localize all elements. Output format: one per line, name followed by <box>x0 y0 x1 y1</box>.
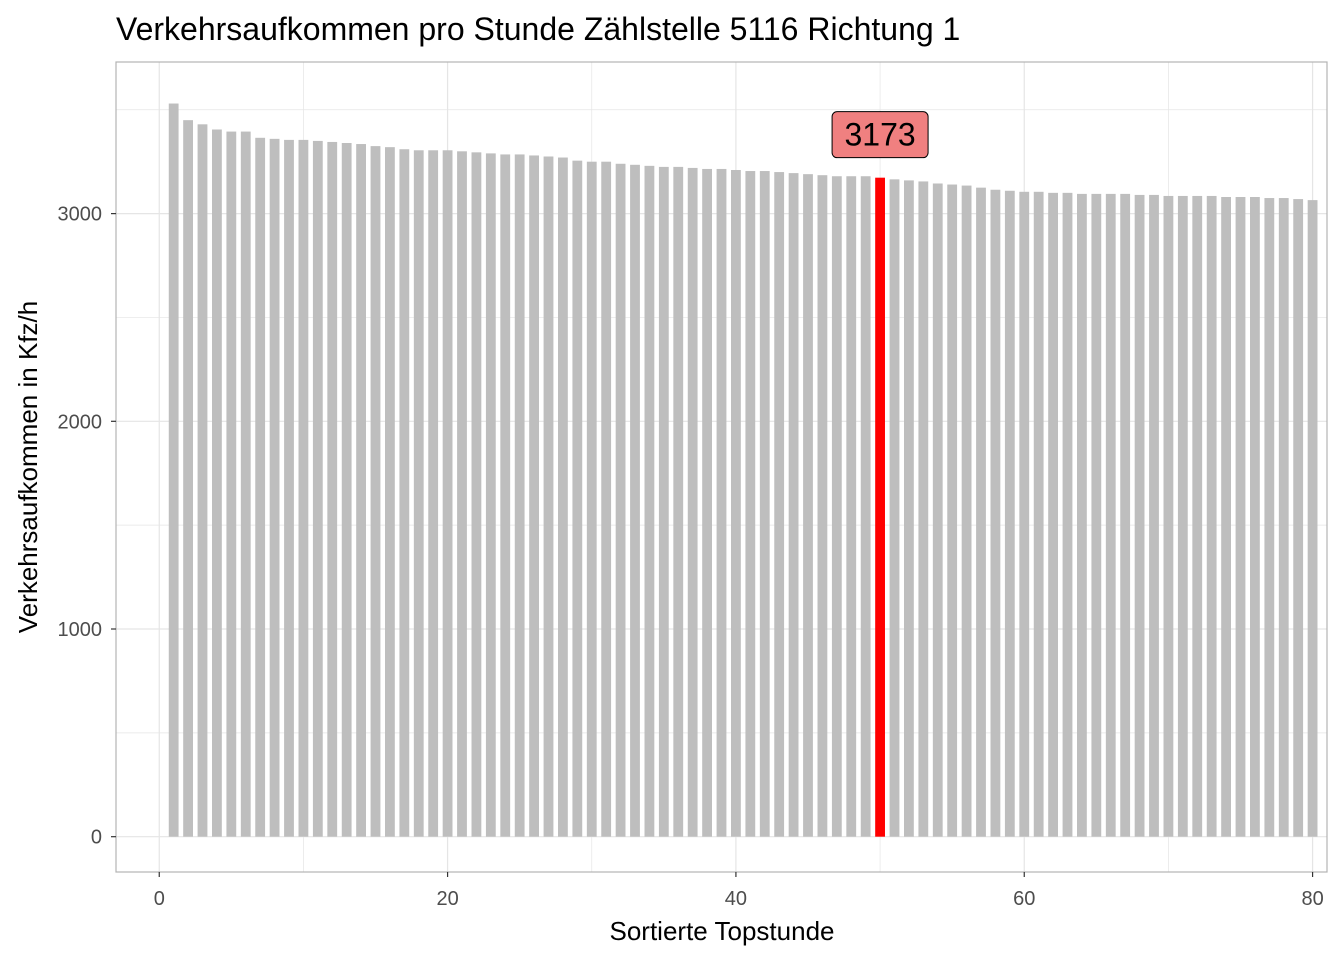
bar <box>312 140 323 837</box>
bar <box>586 161 597 837</box>
bars <box>168 103 1318 837</box>
bar <box>904 180 914 837</box>
bar <box>1134 194 1145 837</box>
bar <box>197 124 208 837</box>
bar <box>284 139 294 837</box>
bar <box>1091 193 1102 837</box>
bar <box>716 168 727 837</box>
bar <box>370 146 381 837</box>
bar <box>226 131 237 837</box>
bar <box>990 189 1001 837</box>
bar <box>687 167 698 837</box>
bar <box>399 149 410 837</box>
bar <box>183 120 193 837</box>
y-tick-label: 3000 <box>58 204 103 226</box>
bar <box>1192 195 1203 837</box>
bar <box>457 151 467 837</box>
bar <box>918 181 929 837</box>
bar <box>1062 192 1073 837</box>
bar <box>658 166 669 837</box>
bar <box>485 153 496 837</box>
x-axis-title: Sortierte Topstunde <box>610 916 835 946</box>
chart-title: Verkehrsaufkommen pro Stunde Zählstelle … <box>116 11 960 47</box>
bar <box>774 172 785 837</box>
bar <box>558 157 568 837</box>
bar <box>356 144 366 837</box>
bar <box>442 150 453 837</box>
bar <box>644 165 655 837</box>
bar <box>500 154 511 837</box>
bar <box>341 143 352 837</box>
bar <box>1206 195 1217 837</box>
bar <box>327 141 338 837</box>
bar <box>1293 199 1304 837</box>
x-tick-label: 20 <box>436 888 458 910</box>
x-tick-label: 80 <box>1301 888 1323 910</box>
bar <box>1235 197 1246 837</box>
bar <box>269 138 280 837</box>
bar <box>803 174 813 837</box>
y-axis-title: Verkehrsaufkommen in Kfz/h <box>13 301 43 633</box>
highlight-label-text: 3173 <box>844 117 915 153</box>
highlight-label-box <box>831 111 929 159</box>
bar <box>428 150 439 837</box>
x-tick-label: 60 <box>1013 888 1035 910</box>
bar <box>745 171 756 837</box>
bar <box>615 163 626 837</box>
highlight-label: 3173 <box>831 111 929 159</box>
bar <box>1004 190 1015 837</box>
bar <box>1033 191 1044 837</box>
bar <box>976 187 986 837</box>
bar <box>759 171 770 837</box>
bar <box>788 173 799 837</box>
bar <box>529 155 539 837</box>
bar <box>1105 193 1116 837</box>
bar <box>572 160 583 837</box>
bar <box>1264 198 1275 837</box>
bar <box>168 103 179 837</box>
bar <box>1149 194 1159 837</box>
bar <box>385 147 395 837</box>
bar <box>961 185 972 837</box>
axis-ticks: 0 20 40 60 80 0 1000 2000 3000 <box>58 204 1324 910</box>
bar <box>702 168 712 837</box>
bar <box>514 154 525 837</box>
bar <box>240 131 251 837</box>
bar <box>846 176 857 837</box>
bar <box>413 150 424 837</box>
bar <box>255 137 266 837</box>
bar <box>673 166 684 837</box>
bar <box>1278 198 1289 837</box>
bar <box>543 156 554 837</box>
bar <box>932 183 943 837</box>
x-tick-label: 0 <box>154 888 165 910</box>
bar <box>1019 191 1030 837</box>
bar <box>1250 197 1260 837</box>
bar <box>298 139 309 837</box>
bar <box>1307 200 1318 837</box>
bar <box>947 184 958 837</box>
panel-border <box>115 61 1328 873</box>
y-tick-label: 1000 <box>58 619 103 641</box>
bar <box>1077 193 1087 837</box>
bar <box>889 179 900 837</box>
y-tick-label: 2000 <box>58 411 103 433</box>
bar <box>817 175 828 837</box>
bar <box>1048 192 1058 837</box>
bar <box>1120 193 1131 837</box>
bar <box>1221 197 1231 837</box>
bar <box>471 152 482 837</box>
y-tick-label: 0 <box>91 827 102 849</box>
bar <box>731 170 741 837</box>
bar <box>1177 195 1188 837</box>
bar <box>212 129 222 837</box>
bar <box>1163 195 1174 837</box>
x-tick-label: 40 <box>725 888 747 910</box>
bar <box>860 176 871 837</box>
bar <box>630 164 640 837</box>
highlight-bar <box>875 177 885 837</box>
bar <box>601 161 612 837</box>
bar <box>831 176 842 837</box>
